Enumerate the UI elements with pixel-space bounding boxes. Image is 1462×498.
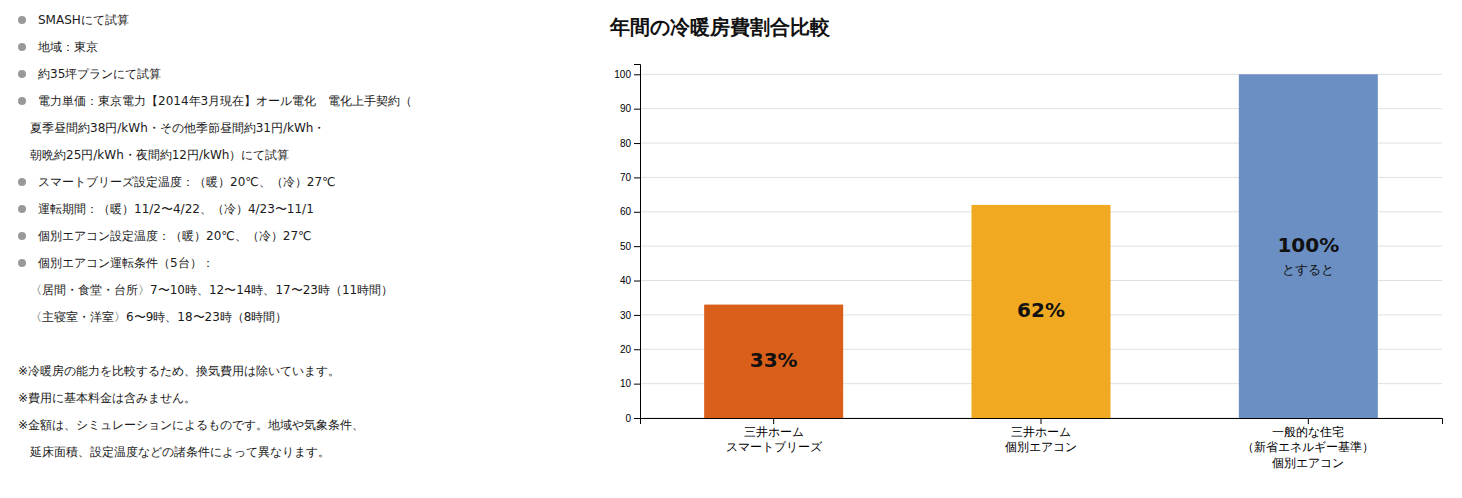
axis-line [634, 65, 641, 419]
note: 運転期間：（暖）11/2〜4/22、（冷）4/23〜11/1 [38, 202, 314, 216]
y-tick: 100 [614, 69, 640, 80]
bullet [18, 232, 26, 240]
note: 朝晩約25円/kWh・夜間約12円/kWh）にて試算 [18, 148, 289, 162]
note: 〈居間・食堂・台所〉7〜10時、12〜14時、17〜23時（11時間） [18, 283, 393, 297]
tick-mark [634, 281, 640, 282]
y-tick-label: 80 [620, 138, 632, 149]
y-tick-label: 90 [620, 103, 632, 114]
y-tick-label: 30 [620, 310, 632, 321]
y-tick-label: 10 [620, 378, 632, 389]
y-tick: 10 [620, 378, 640, 389]
label-line: （新省エネルギー基準） [1242, 440, 1374, 454]
y-tick-label: 20 [620, 344, 632, 355]
x-tick-label: 三井ホーム個別エアコン [1005, 425, 1077, 455]
bar [971, 205, 1110, 418]
bullet [18, 205, 26, 213]
tick-mark [634, 384, 640, 385]
y-tick: 50 [620, 241, 640, 252]
data-label: 62% [1017, 298, 1065, 322]
footnote: ※金額は、シミュレーションによるものです。地域や気象条件、 [18, 418, 364, 432]
tick-mark [634, 143, 640, 144]
footnote: 延床面積、設定温度などの諸条件によって異なります。 [18, 445, 330, 459]
x-axis: 三井ホームスマートブリーズ三井ホーム個別エアコン一般的な住宅（新省エネルギー基準… [641, 418, 1443, 470]
bullet [18, 70, 26, 78]
note: 約35坪プランにて試算 [38, 67, 161, 81]
data-labels: 33% 62% 100% とすると [750, 233, 1340, 372]
y-tick: 30 [620, 310, 640, 321]
y-tick-label: 100 [614, 69, 631, 80]
grid [640, 74, 1442, 418]
y-tick-label: 70 [620, 172, 632, 183]
y-axis: 0 10 20 30 40 50 60 70 80 90 100 [614, 65, 640, 424]
y-tick: 40 [620, 275, 640, 286]
y-tick-label: 40 [620, 275, 632, 286]
tick-mark [634, 177, 640, 178]
bullet [18, 259, 26, 267]
y-tick-label: 0 [625, 413, 631, 424]
note: 個別エアコン運転条件（5台）： [38, 256, 214, 270]
bullet [18, 97, 26, 105]
plot: 0102030405060708090100三井ホームスマートブリーズ三井ホーム… [614, 65, 1442, 470]
label-line: 個別エアコン [1005, 440, 1077, 454]
y-tick: 80 [620, 138, 640, 149]
x-tick: 三井ホームスマートブリーズ [726, 418, 823, 454]
bar [1239, 74, 1378, 418]
note: スマートブリーズ設定温度：（暖）20℃、（冷）27℃ [38, 175, 336, 189]
axis-line [641, 419, 1443, 425]
note: 個別エアコン設定温度：（暖）20℃、（冷）27℃ [38, 229, 312, 243]
tick-mark [1308, 418, 1309, 424]
tick-mark [634, 109, 640, 110]
bullet [18, 178, 26, 186]
y-tick-label: 50 [620, 241, 632, 252]
tick-mark [634, 74, 640, 75]
y-tick: 60 [620, 206, 640, 217]
notes-panel: SMASHにて試算地域：東京約35坪プランにて試算電力単価：東京電力【2014年… [18, 13, 412, 459]
note: 地域：東京 [37, 40, 98, 54]
y-tick: 0 [625, 413, 640, 424]
y-tick-label: 60 [620, 206, 632, 217]
note: SMASHにて試算 [38, 13, 129, 27]
tick-mark [634, 246, 640, 247]
label-line: 一般的な住宅 [1272, 425, 1344, 439]
tick-mark [634, 315, 640, 316]
note: 夏季昼間約38円/kWh・その他季節昼間約31円/kWh・ [18, 121, 325, 135]
chart: SMASHにて試算地域：東京約35坪プランにて試算電力単価：東京電力【2014年… [0, 0, 1462, 498]
tick-mark [1041, 418, 1042, 424]
footnote: ※冷暖房の能力を比較するため、換気費用は除いています。 [18, 364, 340, 378]
note: 電力単価：東京電力【2014年3月現在】オール電化 電化上手契約（ [38, 94, 412, 108]
footnote: ※費用に基本料金は含みません。 [18, 391, 196, 405]
tick-mark [634, 349, 640, 350]
label-line: 三井ホーム [744, 425, 804, 439]
y-tick: 20 [620, 344, 640, 355]
data-label: 100% [1277, 233, 1339, 257]
label-line: 個別エアコン [1272, 456, 1344, 470]
bars [704, 74, 1378, 418]
bullet [18, 43, 26, 51]
x-tick: 三井ホーム個別エアコン [1005, 418, 1077, 454]
tick-mark [634, 418, 640, 419]
label-line: スマートブリーズ [726, 440, 823, 454]
note: 〈主寝室・洋室〉6〜9時、18〜23時（8時間） [18, 310, 287, 324]
y-tick: 90 [620, 103, 640, 114]
tick-mark [634, 212, 640, 213]
label-line: 三井ホーム [1011, 425, 1071, 439]
title: 年間の冷暖房費割合比較 [609, 15, 831, 39]
x-tick-label: 三井ホームスマートブリーズ [726, 425, 823, 455]
bullet [18, 16, 26, 24]
x-tick: 一般的な住宅（新省エネルギー基準） 個別エアコン [1242, 418, 1374, 470]
annotation: とすると [1282, 262, 1334, 277]
x-tick-label: 一般的な住宅（新省エネルギー基準） 個別エアコン [1242, 425, 1374, 470]
y-tick: 70 [620, 172, 640, 183]
bar [704, 305, 843, 418]
data-label: 33% [750, 348, 798, 372]
tick-mark [773, 418, 774, 424]
